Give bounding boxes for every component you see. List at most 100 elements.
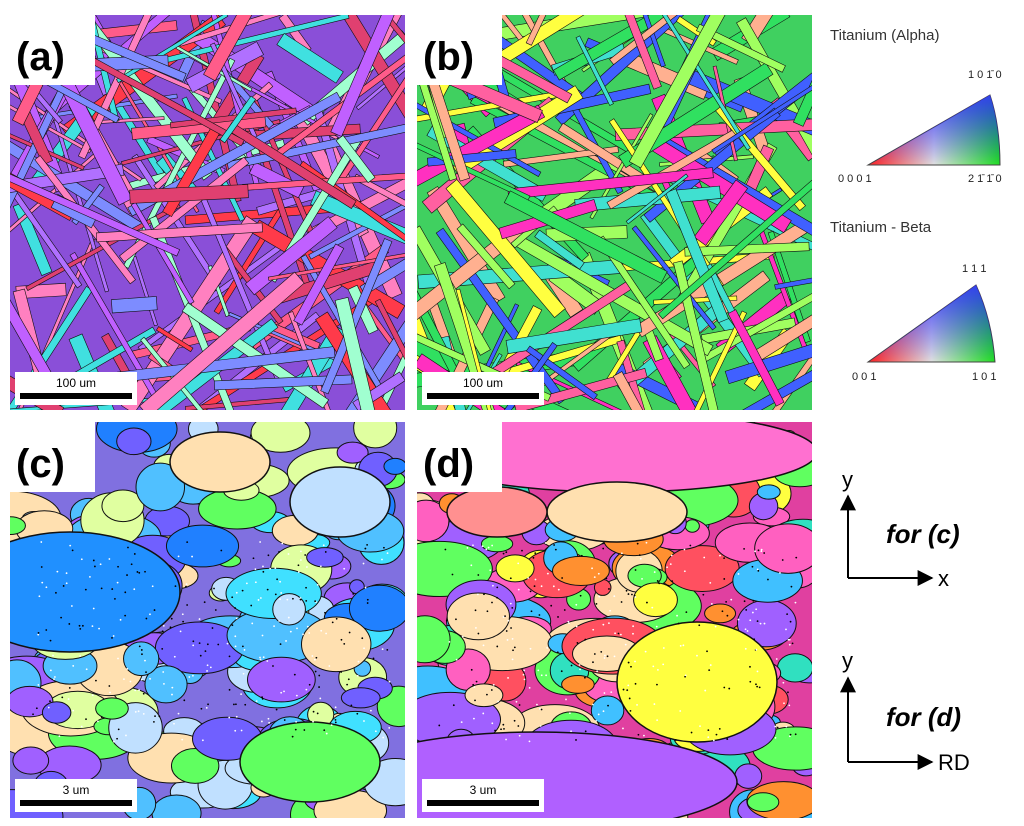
speckle [749, 680, 752, 683]
speckle [306, 566, 308, 568]
speckle [41, 581, 44, 584]
lath [10, 62, 92, 154]
legend-corner: 2 1̄ 1̄ 0 [968, 173, 1002, 185]
speckle [286, 598, 289, 601]
speckle [306, 625, 309, 628]
speckle [595, 720, 597, 722]
speckle [749, 665, 751, 668]
speckle [234, 607, 237, 609]
speckle [557, 588, 560, 591]
speckle [279, 580, 282, 583]
speckle [170, 617, 173, 620]
speckle [557, 616, 559, 618]
speckle [538, 707, 541, 710]
speckle [706, 650, 708, 653]
speckle [563, 609, 566, 611]
speckle [185, 583, 188, 586]
speckle [68, 623, 71, 625]
speckle [381, 558, 383, 561]
speckle [85, 718, 87, 721]
speckle [517, 562, 520, 565]
speckle [759, 622, 762, 625]
scale-box [422, 372, 544, 405]
speckle [251, 622, 254, 625]
lath [293, 243, 345, 326]
speckle [624, 643, 627, 646]
lath [155, 326, 194, 353]
grain [417, 615, 451, 664]
speckle [602, 623, 605, 626]
speckle [785, 628, 787, 631]
speckle [757, 549, 760, 552]
axis-label: x [938, 566, 949, 591]
speckle [100, 716, 103, 719]
speckle [198, 618, 201, 620]
speckle [294, 728, 297, 731]
speckle [323, 729, 326, 732]
speckle [142, 712, 145, 715]
speckle [787, 691, 789, 694]
speckle [502, 616, 505, 618]
speckle [206, 664, 209, 667]
speckle [444, 548, 447, 551]
speckle [273, 625, 275, 628]
speckle [267, 717, 270, 720]
speckle [182, 620, 185, 623]
speckle [757, 569, 760, 572]
speckle [486, 693, 488, 696]
speckle [209, 666, 212, 669]
label-box [10, 422, 95, 492]
speckle [254, 568, 257, 571]
speckle [269, 567, 272, 570]
speckle [145, 671, 147, 673]
speckle [117, 565, 119, 568]
speckle [91, 694, 94, 697]
speckle [295, 694, 298, 697]
speckle [513, 646, 516, 649]
ebsd-maps: (a) 100 um (b) 100 um (c) 3 um (d) 3 um [10, 15, 812, 818]
grain [464, 683, 504, 708]
speckle [513, 719, 516, 722]
axis-caption: for (d) [886, 702, 961, 732]
speckle [679, 644, 682, 647]
speckle [656, 683, 658, 686]
speckle [35, 707, 38, 710]
speckle [65, 582, 68, 585]
speckle [774, 736, 777, 739]
grain [169, 431, 271, 493]
speckle [296, 627, 298, 630]
grain [301, 616, 372, 673]
speckle [634, 569, 637, 571]
speckle [550, 604, 553, 607]
grain [348, 584, 405, 632]
speckle [751, 611, 754, 614]
speckle [49, 669, 52, 672]
speckle [267, 554, 270, 557]
grain [12, 746, 50, 775]
legend-corner: 0 0 0 1 [838, 173, 872, 185]
speckle [626, 689, 629, 692]
speckle [183, 699, 186, 702]
speckle [753, 638, 756, 641]
speckle [364, 547, 367, 550]
speckle [272, 665, 274, 667]
speckle [260, 720, 263, 723]
speckle [491, 601, 493, 604]
speckle [698, 624, 701, 627]
speckle [715, 733, 718, 736]
speckle [289, 630, 292, 633]
speckle [634, 660, 636, 663]
speckle [54, 676, 56, 678]
speckle [502, 723, 505, 726]
speckle [517, 588, 520, 591]
speckle [137, 710, 140, 713]
speckle [570, 664, 573, 667]
speckle [639, 557, 642, 560]
lath [665, 188, 729, 324]
speckle [474, 699, 476, 702]
speckle [725, 600, 728, 603]
scale-bar [427, 393, 539, 399]
speckle [228, 655, 231, 658]
speckle [278, 551, 280, 553]
speckle [240, 693, 243, 696]
